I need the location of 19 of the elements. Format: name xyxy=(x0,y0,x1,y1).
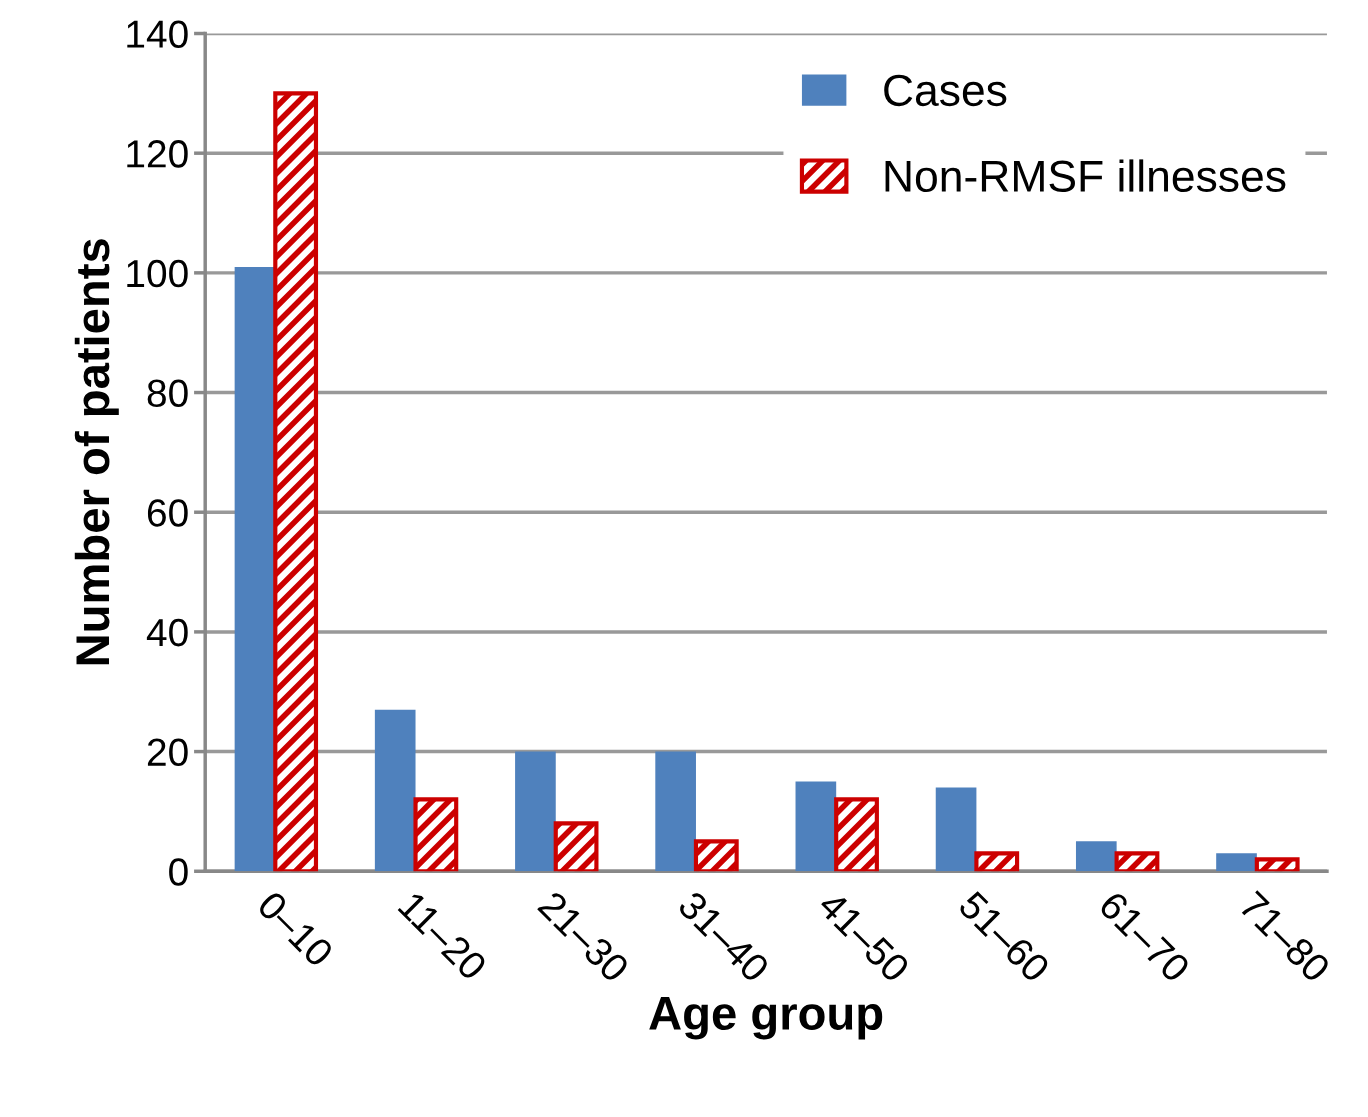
bar xyxy=(1216,853,1257,872)
bar xyxy=(795,781,837,872)
bar xyxy=(935,787,977,872)
y-tick-label: 40 xyxy=(146,618,188,647)
y-axis-title: Number of patients xyxy=(74,239,119,665)
y-tick-label: 100 xyxy=(127,259,188,288)
y-tick-label: 80 xyxy=(147,379,188,408)
bar xyxy=(655,751,696,872)
x-axis-title: Age group xyxy=(649,997,883,1040)
y-tick-label: 20 xyxy=(147,738,188,767)
bar xyxy=(515,751,556,872)
y-tick-label: 140 xyxy=(127,20,188,48)
y-tick-label: 60 xyxy=(147,499,188,527)
legend-label: Cases xyxy=(884,74,1007,107)
y-tick-label: 120 xyxy=(127,140,188,168)
legend-label: Non-RMSF illnesses xyxy=(885,159,1286,193)
bar xyxy=(1075,841,1117,872)
bar xyxy=(374,709,416,872)
y-tick-label: 0 xyxy=(169,858,188,886)
